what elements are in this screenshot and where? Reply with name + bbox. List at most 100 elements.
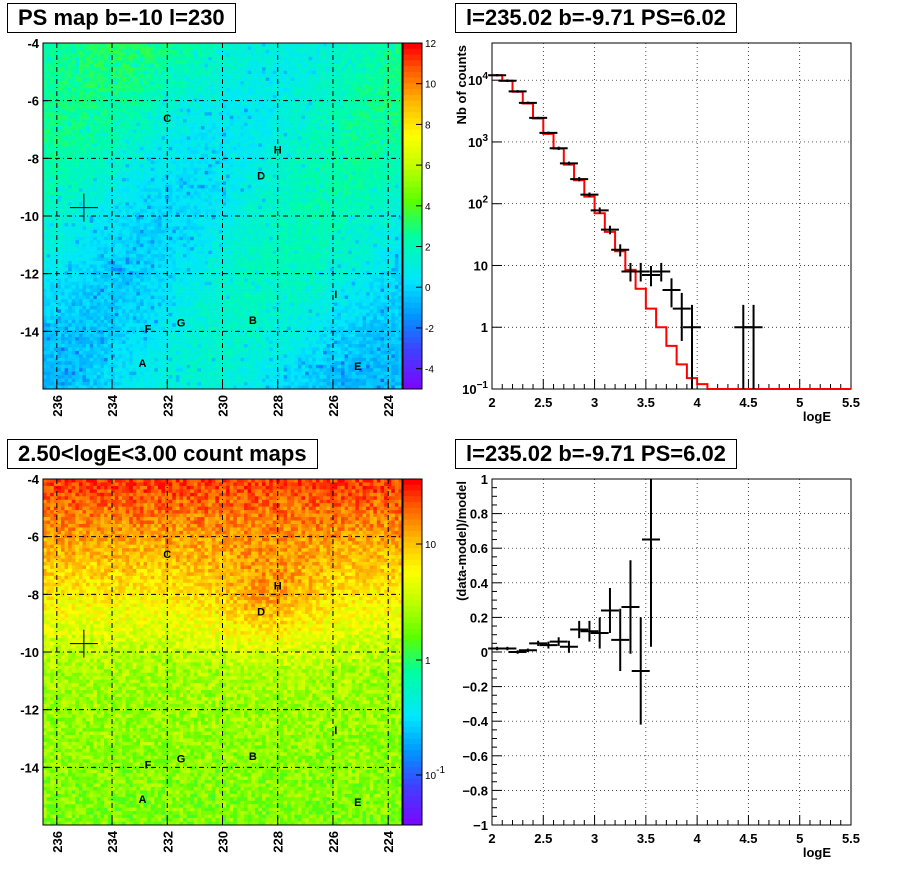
heatmap-cell [150,94,155,99]
heatmap-cell [373,87,378,92]
heatmap-cell [265,101,270,106]
heatmap-cell [294,67,299,71]
heatmap-cell [218,112,223,116]
heatmap-cell [358,49,363,54]
heatmap-cell [376,157,381,161]
heatmap-cell [233,126,238,130]
heatmap-cell [380,129,385,134]
heatmap-cell [139,164,144,168]
heatmap-cell [215,167,220,172]
heatmap-cell [373,181,378,186]
heatmap-cell [380,174,385,179]
heatmap-cell [193,171,198,175]
heatmap-cell [139,184,144,189]
heatmap-cell [93,167,98,172]
heatmap-cell [175,126,180,130]
heatmap-cell [157,150,162,155]
heatmap-cell [82,164,87,168]
heatmap-cell [125,84,130,89]
heatmap-cell [78,146,83,151]
heatmap-cell [172,63,177,68]
heatmap-cell [240,136,245,141]
heatmap-cell [111,81,116,85]
heatmap-cell [93,122,98,127]
heatmap-cell [319,91,324,96]
heatmap-cell [272,115,277,120]
heatmap-cell [68,181,73,186]
heatmap-cell [355,74,360,78]
heatmap-cell [43,205,47,210]
heatmap-cell [139,94,144,99]
heatmap-cell [240,150,245,155]
heatmap-cell [215,43,220,47]
heatmap-cell [154,167,159,172]
heatmap-cell [71,153,76,158]
heatmap-cell [121,198,126,203]
heatmap-cell [301,46,306,51]
heatmap-cell [157,184,162,189]
heatmap-cell [136,195,141,199]
heatmap-cell [376,87,381,92]
heatmap-cell [93,174,98,179]
heatmap-cell [104,209,108,213]
heatmap-cell [193,150,198,155]
heatmap-cell [100,191,105,196]
heatmap-cell [294,53,299,58]
heatmap-cell [50,94,55,99]
heatmap-cell [290,181,295,186]
heatmap-cell [362,87,367,92]
heatmap-cell [211,195,216,199]
heatmap-cell [50,164,55,168]
heatmap-cell [179,119,184,123]
heatmap-cell [369,101,374,106]
heatmap-cell [348,53,353,58]
heatmap-cell [71,129,76,134]
heatmap-cell [215,49,220,54]
heatmap-cell [261,153,266,158]
heatmap-cell [93,77,98,82]
heatmap-cell [337,77,342,82]
heatmap-cell [391,202,396,206]
heatmap-cell [96,153,101,158]
heatmap-cell [305,209,309,213]
heatmap-cell [132,67,137,71]
heatmap-cell [208,139,213,144]
heatmap-cell [394,126,399,130]
heatmap-cell [121,46,126,51]
heatmap-cell [254,184,259,189]
heatmap-cell [272,105,277,110]
heatmap-cell [161,46,166,51]
heatmap-cell [204,126,209,130]
heatmap-cell [53,171,58,175]
heatmap-cell [204,143,209,148]
heatmap-cell [114,153,119,158]
heatmap-cell [139,60,144,65]
heatmap-cell [75,143,80,148]
heatmap-cell [104,63,108,68]
heatmap-cell [261,205,266,210]
heatmap-cell [179,87,184,92]
heatmap-cell [222,115,227,120]
heatmap-cell [193,77,198,82]
heatmap-cell [251,101,256,106]
heatmap-cell [279,205,284,210]
heatmap-cell [132,53,137,58]
heatmap-cell [215,126,220,130]
heatmap-cell [157,164,162,168]
heatmap-cell [139,43,144,47]
heatmap-cell [305,195,309,199]
heatmap-cell [150,195,155,199]
heatmap-cell [71,74,76,78]
heatmap-cell [132,167,137,172]
heatmap-cell [351,84,356,89]
heatmap-cell [247,94,252,99]
heatmap-cell [312,212,317,217]
heatmap-cell [391,122,396,127]
heatmap-cell [136,56,141,61]
heatmap-cell [366,136,370,141]
heatmap-cell [340,205,345,210]
heatmap-cell [373,84,378,89]
heatmap-cell [373,177,378,182]
heatmap-cell [301,56,306,61]
heatmap-cell [247,157,252,161]
